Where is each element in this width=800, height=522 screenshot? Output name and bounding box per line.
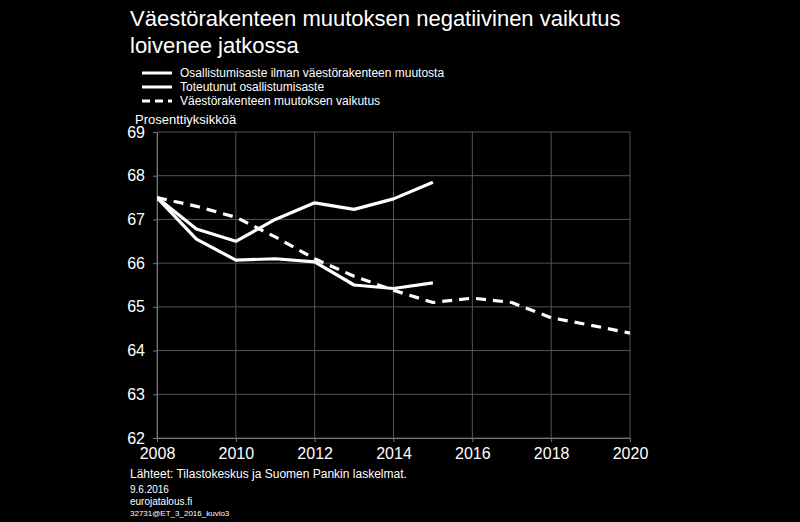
footnote: 9.6.2016	[130, 484, 169, 495]
x-tick-label: 2020	[613, 445, 649, 462]
x-tick-label: 2016	[455, 445, 491, 462]
x-tick: 2008	[140, 438, 176, 462]
y-tick-mark	[153, 132, 157, 133]
x-tick-label: 2012	[297, 445, 333, 462]
footnote: eurojatalous.fi	[130, 496, 192, 507]
chart: Väestörakenteen muutoksen negatiivinen v…	[0, 0, 800, 522]
series-line	[157, 198, 630, 334]
y-tick-label: 65	[127, 298, 145, 315]
title: Väestörakenteen muutoksen negatiivinen v…	[130, 6, 620, 58]
y-tick: 66	[127, 255, 157, 272]
x-tick-label: 2008	[140, 445, 176, 462]
legend: Osallistumisaste ilman väestörakenteen m…	[142, 66, 444, 108]
x-tick-label: 2014	[376, 445, 412, 462]
x-tick-mark	[472, 438, 473, 442]
grid	[157, 132, 630, 438]
y-tick-mark	[153, 307, 157, 308]
grid-line-x	[472, 132, 473, 438]
grid-line-x	[551, 132, 552, 438]
y-tick-label: 67	[127, 211, 145, 228]
y-tick-mark	[153, 351, 157, 352]
title-line: Väestörakenteen muutoksen negatiivinen v…	[130, 6, 620, 31]
grid-line-x	[235, 132, 236, 438]
y-tick: 67	[127, 211, 157, 228]
title-line: loivenee jatkossa	[130, 33, 300, 58]
x-tick-mark	[394, 438, 395, 442]
legend-label: Väestörakenteen muutoksen vaikutus	[180, 94, 380, 108]
plot-lines	[157, 182, 630, 333]
background	[0, 0, 800, 522]
x-tick-label: 2018	[534, 445, 570, 462]
y-tick-mark	[153, 176, 157, 177]
x-tick: 2018	[534, 438, 570, 462]
footnote: 32731@ET_3_2016_kuvio3	[130, 509, 230, 518]
x-tick-mark	[315, 438, 316, 442]
x-tick-mark	[630, 438, 631, 442]
y-tick-label: 68	[127, 167, 145, 184]
y-axis-title: Prosenttiyksikköä	[135, 112, 237, 127]
x-tick-label: 2010	[219, 445, 255, 462]
y-tick-label: 62	[127, 430, 145, 447]
y-tick-label: 66	[127, 255, 145, 272]
series-line	[157, 198, 433, 289]
y-tick: 65	[127, 298, 157, 315]
y-tick-mark	[153, 219, 157, 220]
legend-swatch	[142, 100, 172, 103]
series-line	[157, 182, 433, 241]
grid-line-x	[393, 132, 394, 438]
y-axis: 6263646566676869	[127, 124, 157, 447]
legend-label: Osallistumisaste ilman väestörakenteen m…	[180, 66, 444, 80]
x-tick: 2010	[219, 438, 255, 462]
y-tick-label: 64	[127, 342, 145, 359]
y-tick-mark	[153, 394, 157, 395]
x-tick-mark	[157, 438, 158, 442]
x-tick: 2020	[613, 438, 649, 462]
grid-line-x	[157, 132, 158, 438]
x-tick-mark	[551, 438, 552, 442]
source: Lähteet: Tilastokeskus ja Suomen Pankin …	[130, 467, 407, 481]
y-tick: 64	[127, 342, 157, 359]
x-tick: 2012	[297, 438, 333, 462]
x-tick: 2016	[455, 438, 491, 462]
y-tick-mark	[153, 438, 157, 439]
grid-line-x	[630, 132, 631, 438]
y-tick-mark	[153, 263, 157, 264]
y-tick-label: 63	[127, 386, 145, 403]
legend-label: Toteutunut osallistumisaste	[180, 80, 324, 94]
legend-swatch	[142, 72, 172, 75]
x-tick: 2014	[376, 438, 412, 462]
y-axis-line	[157, 133, 158, 439]
x-axis: 2008 2010 2012 2014 2016 2018 2020	[140, 438, 649, 462]
x-tick-mark	[236, 438, 237, 442]
legend-swatch	[142, 86, 172, 89]
grid-line-x	[314, 132, 315, 438]
y-tick: 68	[127, 167, 157, 184]
y-tick: 62	[127, 430, 157, 447]
y-tick: 63	[127, 386, 157, 403]
